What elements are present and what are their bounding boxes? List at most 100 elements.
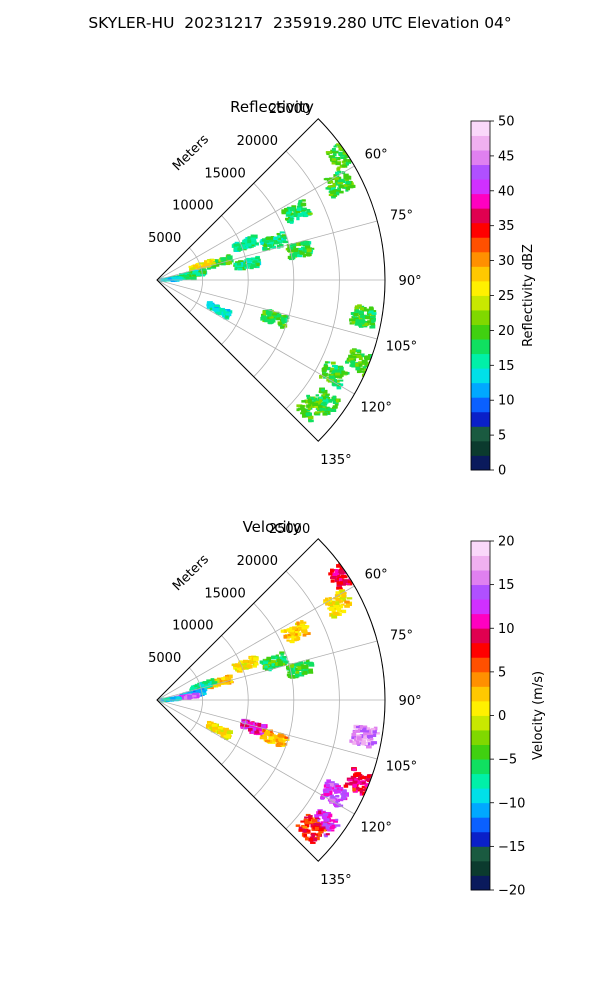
colorbar-swatch: [471, 164, 490, 180]
azimuth-spoke: [156, 279, 378, 340]
echo-cell: [280, 620, 311, 644]
range-tick-label: 25000: [269, 102, 310, 117]
colorbar-swatch: [471, 700, 490, 716]
velocity-echoes: [157, 560, 380, 844]
range-tick-label: 15000: [204, 166, 245, 181]
reflectivity-panel: Reflectivity 5000 10000 15000 20000 25000 60…: [148, 98, 536, 479]
colorbar-swatch: [471, 237, 490, 253]
colorbar-swatch: [471, 324, 490, 340]
azimuth-spoke: [156, 165, 355, 281]
colorbar-swatch: [471, 744, 490, 760]
colorbar-swatch: [471, 788, 490, 804]
azimuth-tick-label: 60°: [365, 567, 388, 582]
colorbar-swatch: [471, 686, 490, 702]
colorbar-swatch: [471, 135, 490, 151]
colorbar-tick-label: 20: [498, 324, 515, 339]
colorbar-swatch: [471, 310, 490, 325]
colorbar-swatch: [471, 860, 490, 876]
colorbar-tick-label: 5: [498, 429, 506, 444]
colorbar-swatch: [471, 759, 490, 775]
reflectivity-range-labels: 5000 10000 15000 20000 25000: [148, 102, 310, 246]
range-tick-label: 20000: [237, 134, 278, 149]
echo-cell: [349, 724, 380, 749]
colorbar-swatch: [471, 339, 490, 355]
echo-cell: [231, 234, 260, 252]
colorbar-tick-label: 0: [498, 464, 506, 479]
colorbar-swatch: [471, 222, 490, 238]
colorbar-swatch: [471, 642, 490, 658]
azimuth-tick-label: 75°: [390, 208, 413, 223]
range-tick-label: 10000: [172, 619, 213, 634]
colorbar-swatch: [471, 280, 490, 296]
reflectivity-colorbar-label: Reflectivity dBZ: [521, 244, 536, 347]
azimuth-tick-label: 135°: [320, 873, 351, 888]
velocity-panel: Velocity 5000 10000 15000 20000 25000 60° 75°…: [148, 518, 546, 899]
velocity-colorbar: −20 −15 −10 −5 0 5 10 15 20: [470, 535, 525, 899]
echo-cell: [281, 199, 313, 224]
azimuth-spoke: [156, 699, 378, 760]
colorbar-swatch: [471, 150, 490, 166]
colorbar-swatch: [471, 657, 490, 673]
colorbar-tick-label: 40: [498, 184, 515, 199]
echo-cell: [349, 304, 377, 329]
colorbar-swatch: [471, 671, 490, 687]
colorbar-swatch: [471, 846, 490, 862]
reflectivity-colorbar: 0 5 10 15 20 25 30 35 40 45 50: [470, 115, 515, 479]
reflectivity-title: Reflectivity: [230, 98, 314, 116]
colorbar-tick-label: −15: [498, 840, 525, 855]
colorbar-swatch: [471, 440, 490, 456]
echo-cell: [319, 361, 350, 390]
azimuth-tick-label: 105°: [386, 340, 417, 355]
echo-cell: [323, 589, 353, 619]
colorbar-swatch: [471, 773, 490, 789]
colorbar-tick-label: 15: [498, 359, 515, 374]
colorbar-swatch: [471, 411, 490, 427]
velocity-sector-outline: [156, 538, 386, 862]
echo-cell: [285, 240, 315, 261]
colorbar-swatch: [471, 817, 490, 833]
colorbar-swatch: [471, 193, 490, 209]
figure-title: SKYLER-HU 20231217 235919.280 UTC Elevat…: [88, 14, 512, 32]
velocity-azimuth-labels: 60° 75° 90° 105° 120° 135°: [320, 567, 421, 887]
colorbar-swatch: [471, 397, 490, 413]
reflectivity-azimuth-labels: 60° 75° 90° 105° 120° 135°: [320, 147, 421, 467]
colorbar-tick-label: −10: [498, 796, 525, 811]
colorbar-tick-label: −5: [498, 753, 517, 768]
azimuth-tick-label: 105°: [386, 760, 417, 775]
colorbar-swatch: [471, 831, 490, 847]
echo-cell: [260, 309, 290, 329]
reflectivity-echoes: [157, 139, 377, 423]
colorbar-swatch: [471, 570, 490, 586]
colorbar-tick-label: 35: [498, 219, 515, 234]
colorbar-swatch: [471, 599, 490, 615]
echo-cell: [296, 394, 327, 423]
range-tick-label: 5000: [148, 651, 181, 666]
colorbar-swatch: [471, 555, 490, 571]
echo-cell: [233, 255, 262, 271]
colorbar-swatch: [471, 802, 490, 818]
velocity-colorbar-label: Velocity (m/s): [531, 671, 546, 760]
azimuth-tick-label: 120°: [361, 401, 392, 416]
reflectivity-sector-outline: [156, 118, 386, 442]
range-tick-label: 15000: [204, 586, 245, 601]
echo-cell: [205, 720, 233, 741]
azimuth-spoke: [156, 220, 378, 281]
colorbar-swatch: [471, 730, 490, 745]
echo-cell: [295, 813, 327, 844]
colorbar-tick-label: 50: [498, 115, 515, 130]
colorbar-swatch: [471, 426, 490, 442]
colorbar-tick-label: 10: [498, 394, 515, 409]
colorbar-swatch: [471, 875, 490, 891]
colorbar-tick-label: 45: [498, 149, 515, 164]
colorbar-swatch: [471, 368, 490, 384]
colorbar-swatch: [471, 179, 490, 195]
colorbar-swatch: [471, 455, 490, 471]
colorbar-swatch: [471, 266, 490, 282]
colorbar-tick-label: 30: [498, 254, 515, 269]
colorbar-swatch: [471, 353, 490, 369]
colorbar-tick-label: −20: [498, 884, 525, 899]
colorbar-swatch: [471, 251, 490, 267]
range-tick-label: 20000: [237, 554, 278, 569]
echo-cell: [206, 301, 233, 320]
